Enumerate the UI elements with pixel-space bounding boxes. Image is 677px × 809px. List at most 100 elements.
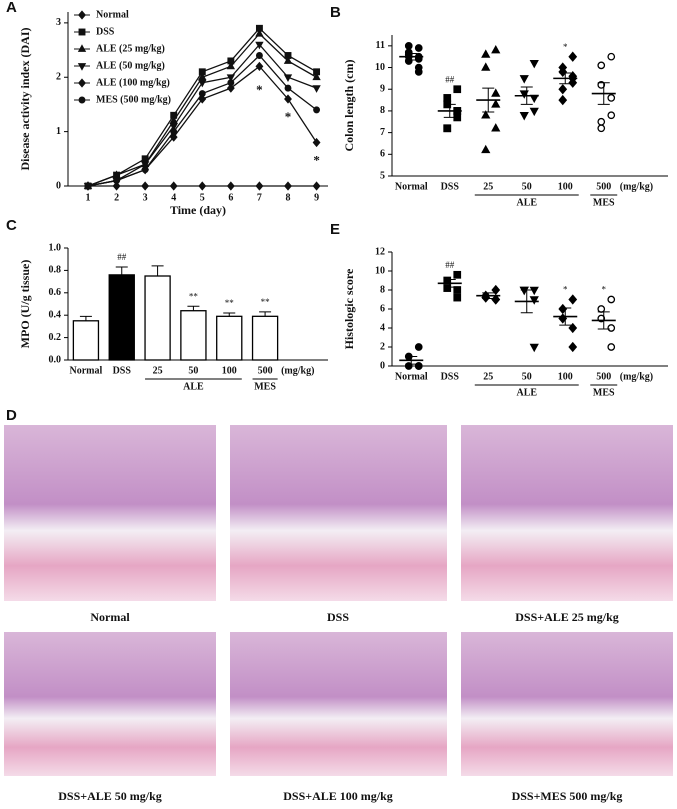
annotation: *: [313, 153, 320, 168]
marker: [414, 68, 423, 76]
marker: [112, 181, 121, 191]
x-tick-label: 1: [86, 192, 91, 203]
marker: [169, 132, 178, 142]
panel-label: C: [6, 217, 17, 234]
caption: DSS+ALE 50 mg/kg: [58, 789, 162, 803]
sem-bar: [559, 72, 572, 85]
x-tick-label: 6: [228, 192, 233, 203]
marker: [519, 286, 529, 296]
series-line: [87, 32, 317, 187]
y-tick-label: 5: [380, 170, 385, 181]
sem-bar: [405, 356, 418, 365]
significance: *: [602, 285, 607, 295]
marker: [443, 94, 452, 102]
bar: [216, 315, 243, 361]
legend-label: Normal: [96, 9, 129, 20]
marker: [529, 107, 539, 117]
marker: [226, 61, 236, 70]
marker: [529, 296, 539, 305]
marker: [226, 83, 235, 93]
group-label: ALE: [516, 387, 537, 398]
legend-marker: [77, 44, 87, 52]
caption: Normal: [90, 610, 130, 624]
y-tick-label: 4: [380, 322, 385, 333]
y-tick-label: 3: [56, 17, 61, 28]
y-tick-label: 0.4: [49, 309, 62, 320]
marker: [443, 284, 452, 292]
marker: [255, 61, 264, 72]
caption: DSS+ALE 25 mg/kg: [515, 610, 619, 624]
panel-label: E: [330, 221, 340, 238]
legend-marker: [77, 63, 87, 71]
marker: [284, 181, 292, 191]
marker: [453, 286, 462, 294]
sem-bar: [482, 292, 495, 300]
y-axis-label: Colon length (cm): [342, 60, 356, 152]
bar: [180, 310, 207, 361]
x-tick-label: 25: [153, 365, 163, 376]
y-tick-label: 0: [380, 360, 385, 371]
marker: [255, 181, 264, 191]
marker: [140, 161, 150, 169]
marker: [597, 81, 606, 89]
x-tick-label: DSS: [441, 371, 460, 382]
marker: [607, 94, 616, 102]
marker: [491, 88, 501, 97]
significance: ##: [445, 74, 455, 84]
marker: [568, 77, 578, 88]
marker: [568, 294, 578, 305]
annotation: *: [256, 82, 263, 97]
marker: [255, 52, 263, 59]
group-label: ALE: [183, 381, 204, 392]
panel-label: D: [6, 407, 17, 424]
marker: [558, 66, 568, 78]
marker: [313, 106, 321, 114]
error-bar: [223, 312, 236, 317]
marker: [607, 295, 616, 304]
marker: [491, 123, 501, 132]
error-bar: [151, 265, 164, 276]
marker: [453, 293, 462, 302]
legend-marker: [78, 10, 86, 20]
x-tick-label: DSS: [441, 181, 460, 192]
y-tick-label: 10: [375, 265, 385, 276]
x-tick-label: 8: [286, 192, 291, 203]
x-tick-label: 100: [558, 181, 573, 192]
histology-image: [4, 632, 216, 776]
marker: [284, 84, 292, 92]
group-label: MES: [593, 197, 615, 208]
y-axis-label: MPO (U/g tissue): [18, 260, 32, 349]
x-tick-label: 5: [200, 192, 205, 203]
y-tick-label: 7: [380, 127, 385, 138]
significance: ##: [117, 252, 127, 262]
marker: [453, 270, 462, 279]
marker: [607, 52, 616, 61]
legend-label: ALE (50 mg/kg): [96, 60, 165, 71]
y-tick-label: 0: [56, 180, 61, 191]
sem-bar: [597, 82, 610, 105]
unit-label: (mg/kg): [281, 365, 314, 376]
marker: [607, 324, 616, 332]
x-tick-label: Normal: [70, 365, 103, 376]
x-tick-label: 50: [522, 181, 532, 192]
marker: [558, 94, 568, 106]
marker: [568, 341, 578, 353]
error-bar: [79, 315, 92, 321]
significance: *: [563, 42, 568, 52]
error-bar: [259, 311, 272, 317]
x-tick-label: 3: [143, 192, 148, 203]
marker: [529, 286, 539, 296]
y-tick-label: 12: [375, 246, 385, 257]
sem-bar: [520, 289, 533, 314]
bar: [144, 275, 171, 361]
marker: [529, 343, 539, 353]
marker: [198, 79, 207, 88]
marker: [597, 117, 606, 126]
x-tick-label: 2: [114, 192, 119, 203]
marker: [491, 294, 501, 305]
marker: [481, 110, 491, 119]
marker: [414, 343, 423, 351]
y-tick-label: 0.2: [49, 332, 62, 343]
marker: [227, 79, 235, 87]
y-tick-label: 11: [376, 40, 385, 51]
